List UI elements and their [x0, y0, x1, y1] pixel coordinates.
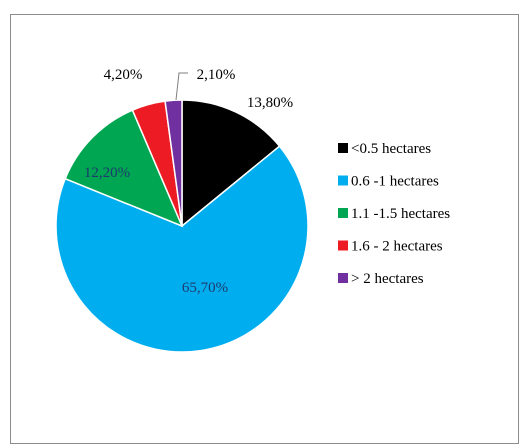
legend-label-0-6-1-hectares: 0.6 -1 hectares [351, 174, 439, 190]
pie-slices [55, 99, 309, 353]
pie-slice-2-hectares [164, 99, 183, 227]
legend-swatch-0-6-1-hectares [338, 175, 348, 186]
data-label-2-hectares: 2,10% [197, 67, 236, 83]
legend-label-1-6-2-hectares: 1.6 - 2 hectares [351, 239, 443, 255]
pie-slice-0-5-hectares [181, 99, 281, 228]
pie-slice-1-1-1-5-hectares [64, 109, 184, 228]
pie-slice-0-6-1-hectares [55, 145, 309, 353]
legend-label-0-5-hectares: <0.5 hectares [351, 141, 431, 157]
legend-swatch-1-1-1-5-hectares [338, 208, 348, 218]
data-labels: 13,80% 65,70% 12,20% 4,20% 2,10% [84, 67, 293, 296]
leader-lines [175, 72, 188, 101]
data-label-0-5-hectares: 13,80% [247, 95, 293, 111]
data-label-0-6-1-hectares: 65,70% [182, 280, 228, 296]
legend-label-2-hectares: > 2 hectares [351, 271, 424, 287]
legend-label-1-1-1-5-hectares: 1.1 -1.5 hectares [351, 206, 450, 222]
legend: <0.5 hectares 0.6 -1 hectares 1.1 -1.5 hec… [338, 141, 450, 287]
data-label-1-1-1-5-hectares: 12,20% [84, 165, 130, 181]
leader-line-gt-2-hectares [175, 72, 188, 101]
legend-swatch-1-6-2-hectares [338, 240, 348, 251]
data-label-1-6-2-hectares: 4,20% [104, 67, 143, 83]
legend-swatch-0-5-hectares [338, 143, 348, 153]
legend-swatch-2-hectares [338, 273, 348, 283]
pie-chart: 13,80% 65,70% 12,20% 4,20% 2,10% <0.5 hectar… [55, 67, 450, 353]
